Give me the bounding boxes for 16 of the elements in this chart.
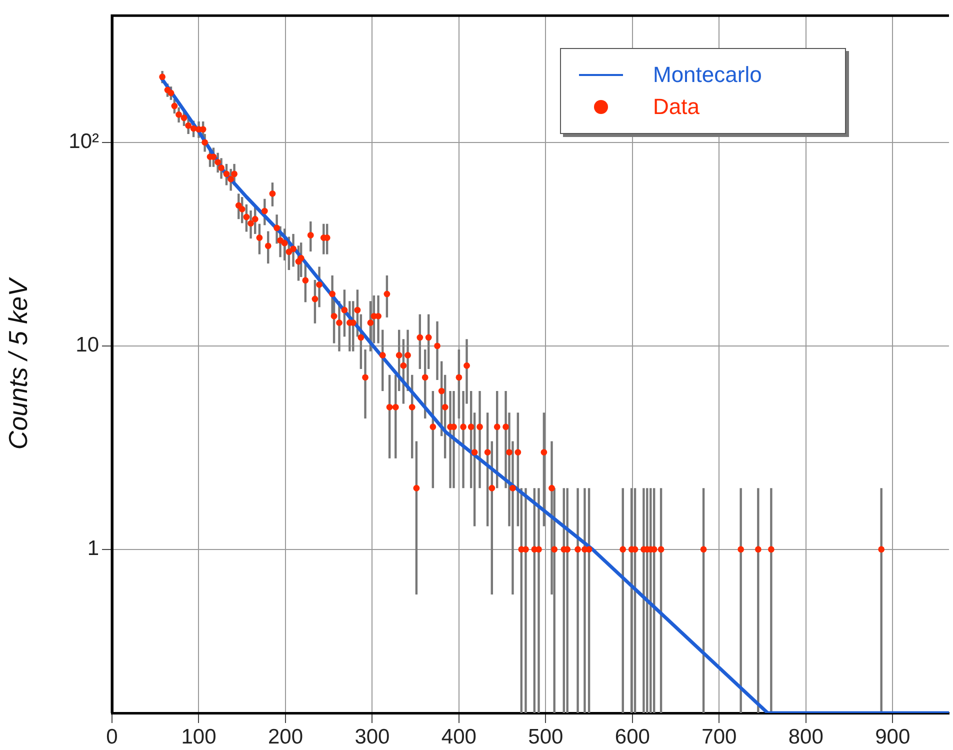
y-tick-label: 10	[76, 334, 99, 357]
x-tick-label: 400	[441, 725, 476, 748]
x-tick-label: 900	[875, 725, 910, 748]
y-tick-label: 1	[87, 537, 99, 560]
y-axis-title: Counts / 5 keV	[2, 276, 33, 450]
legend-label: Montecarlo	[653, 62, 762, 88]
x-tick-label: 0	[106, 725, 118, 748]
x-tick-label: 200	[268, 725, 303, 748]
x-tick-label: 600	[614, 725, 650, 748]
x-tick-label: 300	[354, 725, 390, 748]
x-tick-label: 800	[788, 725, 824, 748]
x-tick-label: 700	[702, 725, 737, 748]
x-tick-label: 500	[528, 725, 564, 748]
x-tick-label: 100	[181, 725, 216, 748]
legend-label: Data	[653, 94, 700, 120]
y-tick-label: 10²	[68, 130, 99, 154]
